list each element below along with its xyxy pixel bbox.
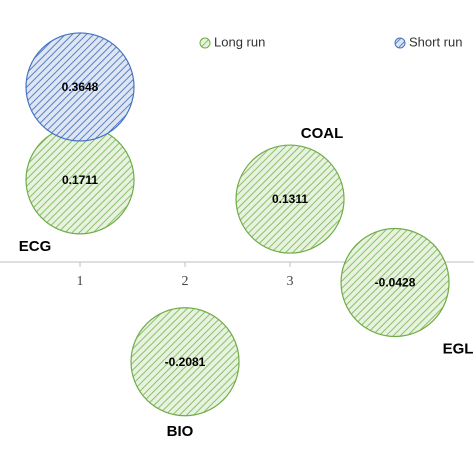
data-label: -0.0428: [375, 276, 416, 290]
bubble: [25, 32, 135, 142]
point-label: COAL: [301, 125, 344, 142]
x-tick-label: 2: [182, 274, 189, 289]
point-label: BIO: [167, 423, 194, 440]
legend-label: Long run: [214, 34, 265, 49]
bubble: [130, 307, 240, 417]
data-label: 0.3648: [62, 80, 99, 94]
bubble: [340, 227, 450, 338]
x-tick-label: 1: [77, 274, 84, 289]
legend-label: Short run: [409, 34, 462, 49]
point-label: EGL: [443, 340, 474, 357]
bubble: [235, 144, 345, 254]
data-label: -0.2081: [165, 355, 206, 369]
legend-swatch: [394, 37, 406, 49]
legend-swatch: [199, 37, 211, 49]
x-tick-label: 3: [287, 274, 294, 289]
data-label: 0.1311: [272, 192, 308, 206]
point-label: ECG: [19, 238, 52, 255]
data-label: 0.1711: [62, 173, 98, 187]
